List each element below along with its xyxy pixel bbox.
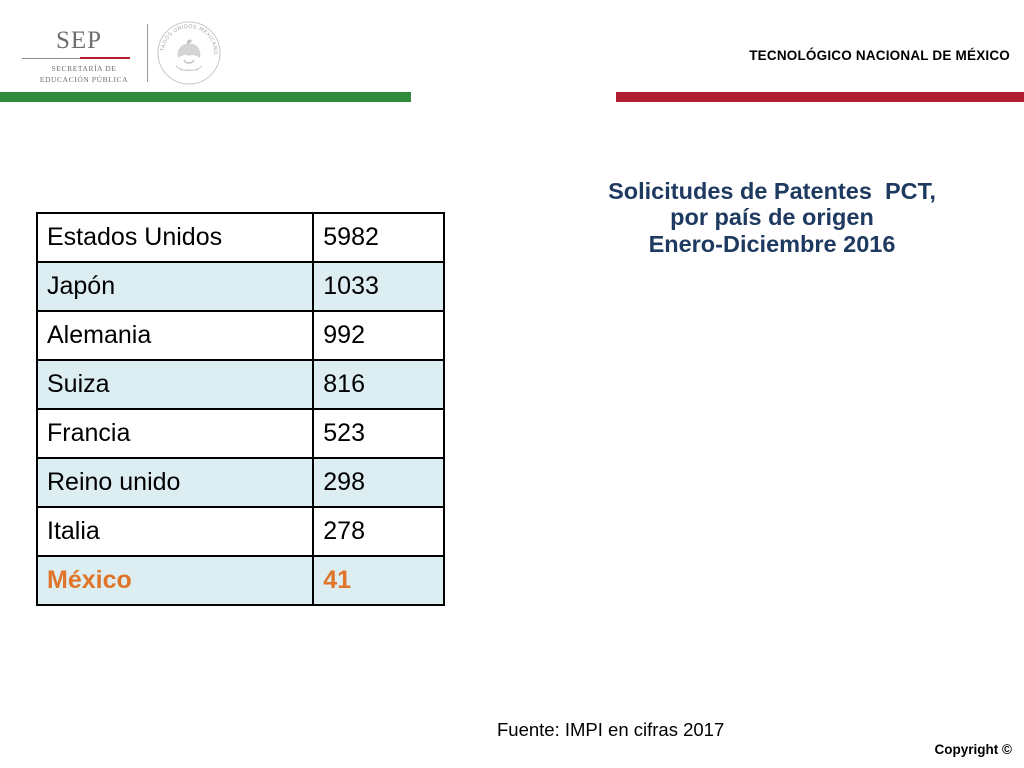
sep-logo-accent bbox=[80, 57, 130, 59]
table-row: Suiza 816 bbox=[35, 359, 445, 410]
header-bar-green bbox=[0, 92, 411, 102]
sep-logo-name: SEP bbox=[56, 27, 103, 54]
table-row: Estados Unidos 5982 bbox=[35, 212, 445, 263]
slide-title-line1: Solicitudes de Patentes PCT, bbox=[608, 178, 936, 204]
sep-logo-line1: SECRETARÍA DE bbox=[51, 64, 117, 73]
institution-title: TECNOLÓGICO NACIONAL DE MÉXICO bbox=[749, 48, 1010, 63]
country-cell-highlight: México bbox=[35, 555, 315, 606]
country-cell: Japón bbox=[35, 261, 315, 312]
sep-logo-rule bbox=[22, 58, 130, 59]
source-note: Fuente: IMPI en cifras 2017 bbox=[497, 719, 725, 740]
value-cell: 816 bbox=[312, 359, 445, 410]
value-cell-highlight: 41 bbox=[312, 555, 445, 606]
value-cell: 992 bbox=[312, 310, 445, 361]
table-row: Japón 1033 bbox=[35, 261, 445, 312]
sep-logo-line2: EDUCACIÓN PÚBLICA bbox=[39, 75, 129, 84]
slide-title: Solicitudes de Patentes PCT, por país de… bbox=[540, 178, 1004, 257]
copyright-note: Copyright © bbox=[934, 742, 1012, 757]
country-cell: Suiza bbox=[35, 359, 315, 410]
value-cell: 523 bbox=[312, 408, 445, 459]
table-row: Francia 523 bbox=[35, 408, 445, 459]
header-bar-red bbox=[616, 92, 1024, 102]
value-cell: 1033 bbox=[312, 261, 445, 312]
table-row-highlight: México 41 bbox=[35, 555, 445, 606]
value-cell: 5982 bbox=[312, 212, 445, 263]
logo-divider bbox=[147, 24, 148, 82]
table-row: Alemania 992 bbox=[35, 310, 445, 361]
country-cell: Estados Unidos bbox=[35, 212, 315, 263]
patents-table: Estados Unidos 5982 Japón 1033 Alemania … bbox=[35, 212, 445, 606]
slide-title-line2: por país de origen bbox=[670, 204, 874, 231]
slide-title-line3: Enero-Diciembre 2016 bbox=[648, 230, 896, 257]
country-cell: Francia bbox=[35, 408, 315, 459]
table-row: Italia 278 bbox=[35, 506, 445, 557]
coat-of-arms-icon: ESTADOS UNIDOS MEXICANOS bbox=[156, 20, 221, 85]
table-row: Reino unido 298 bbox=[35, 457, 445, 508]
sep-logo: SEP SECRETARÍA DE EDUCACIÓN PÚBLICA bbox=[22, 22, 134, 86]
value-cell: 278 bbox=[312, 506, 445, 557]
country-cell: Reino unido bbox=[35, 457, 315, 508]
value-cell: 298 bbox=[312, 457, 445, 508]
country-cell: Alemania bbox=[35, 310, 315, 361]
country-cell: Italia bbox=[35, 506, 315, 557]
